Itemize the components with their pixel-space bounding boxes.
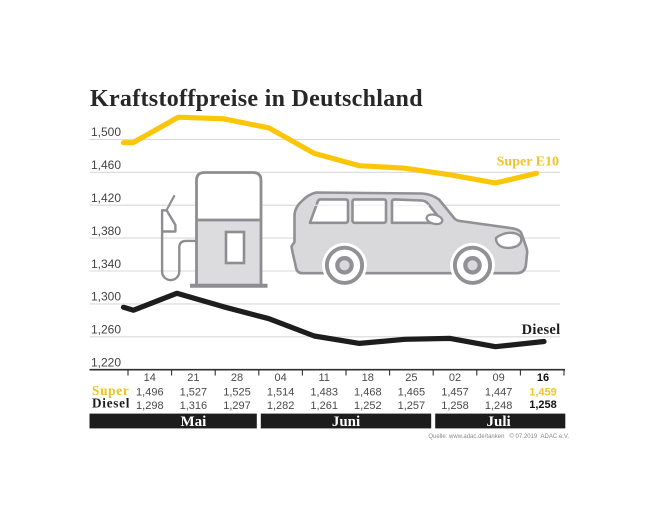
svg-text:1,447: 1,447 <box>485 387 513 399</box>
svg-text:1,340: 1,340 <box>91 257 121 271</box>
svg-text:1,380: 1,380 <box>91 224 121 238</box>
svg-text:1,483: 1,483 <box>310 387 338 399</box>
svg-text:09: 09 <box>492 372 504 384</box>
svg-text:1,420: 1,420 <box>91 191 121 205</box>
svg-text:1,457: 1,457 <box>441 387 469 399</box>
svg-text:1,260: 1,260 <box>91 323 121 337</box>
svg-text:Juli: Juli <box>487 414 511 430</box>
svg-text:21: 21 <box>187 372 199 384</box>
svg-text:1,220: 1,220 <box>91 356 121 370</box>
svg-text:1,298: 1,298 <box>136 400 164 412</box>
svg-text:18: 18 <box>362 372 374 384</box>
svg-text:Kraftstoffpreise in Deutschlan: Kraftstoffpreise in Deutschland <box>90 86 423 112</box>
svg-text:1,459: 1,459 <box>529 387 557 399</box>
svg-text:11: 11 <box>318 372 329 384</box>
svg-text:1,258: 1,258 <box>441 400 469 412</box>
svg-text:1,300: 1,300 <box>91 290 121 304</box>
svg-text:28: 28 <box>231 372 243 384</box>
svg-text:1,258: 1,258 <box>529 399 557 411</box>
svg-text:1,252: 1,252 <box>354 400 382 412</box>
svg-text:1,500: 1,500 <box>91 125 121 139</box>
svg-text:1,248: 1,248 <box>485 400 513 412</box>
svg-text:1,468: 1,468 <box>354 387 382 399</box>
svg-text:1,282: 1,282 <box>267 400 295 412</box>
svg-text:25: 25 <box>405 372 417 384</box>
svg-text:16: 16 <box>537 372 549 384</box>
svg-text:Super E10: Super E10 <box>497 154 559 169</box>
svg-text:1,527: 1,527 <box>180 387 208 399</box>
svg-text:1,257: 1,257 <box>398 400 426 412</box>
svg-text:02: 02 <box>449 372 461 384</box>
svg-text:1,316: 1,316 <box>180 400 208 412</box>
svg-text:Mai: Mai <box>180 414 206 430</box>
svg-text:Diesel: Diesel <box>522 322 561 338</box>
svg-text:1,261: 1,261 <box>310 400 338 412</box>
svg-text:14: 14 <box>144 372 156 384</box>
svg-text:Diesel: Diesel <box>92 395 130 410</box>
svg-text:1,465: 1,465 <box>398 387 426 399</box>
svg-text:1,460: 1,460 <box>91 158 121 172</box>
svg-text:1,514: 1,514 <box>267 387 295 399</box>
svg-text:Quelle: www.adac.de/tanken ©: Quelle: www.adac.de/tanken © 07.2019 ADA… <box>428 433 569 440</box>
svg-text:1,496: 1,496 <box>136 387 164 399</box>
svg-text:Super: Super <box>92 383 129 398</box>
svg-text:04: 04 <box>274 372 286 384</box>
svg-text:Juni: Juni <box>332 414 360 430</box>
svg-text:1,297: 1,297 <box>223 400 251 412</box>
svg-text:1,525: 1,525 <box>223 387 251 399</box>
